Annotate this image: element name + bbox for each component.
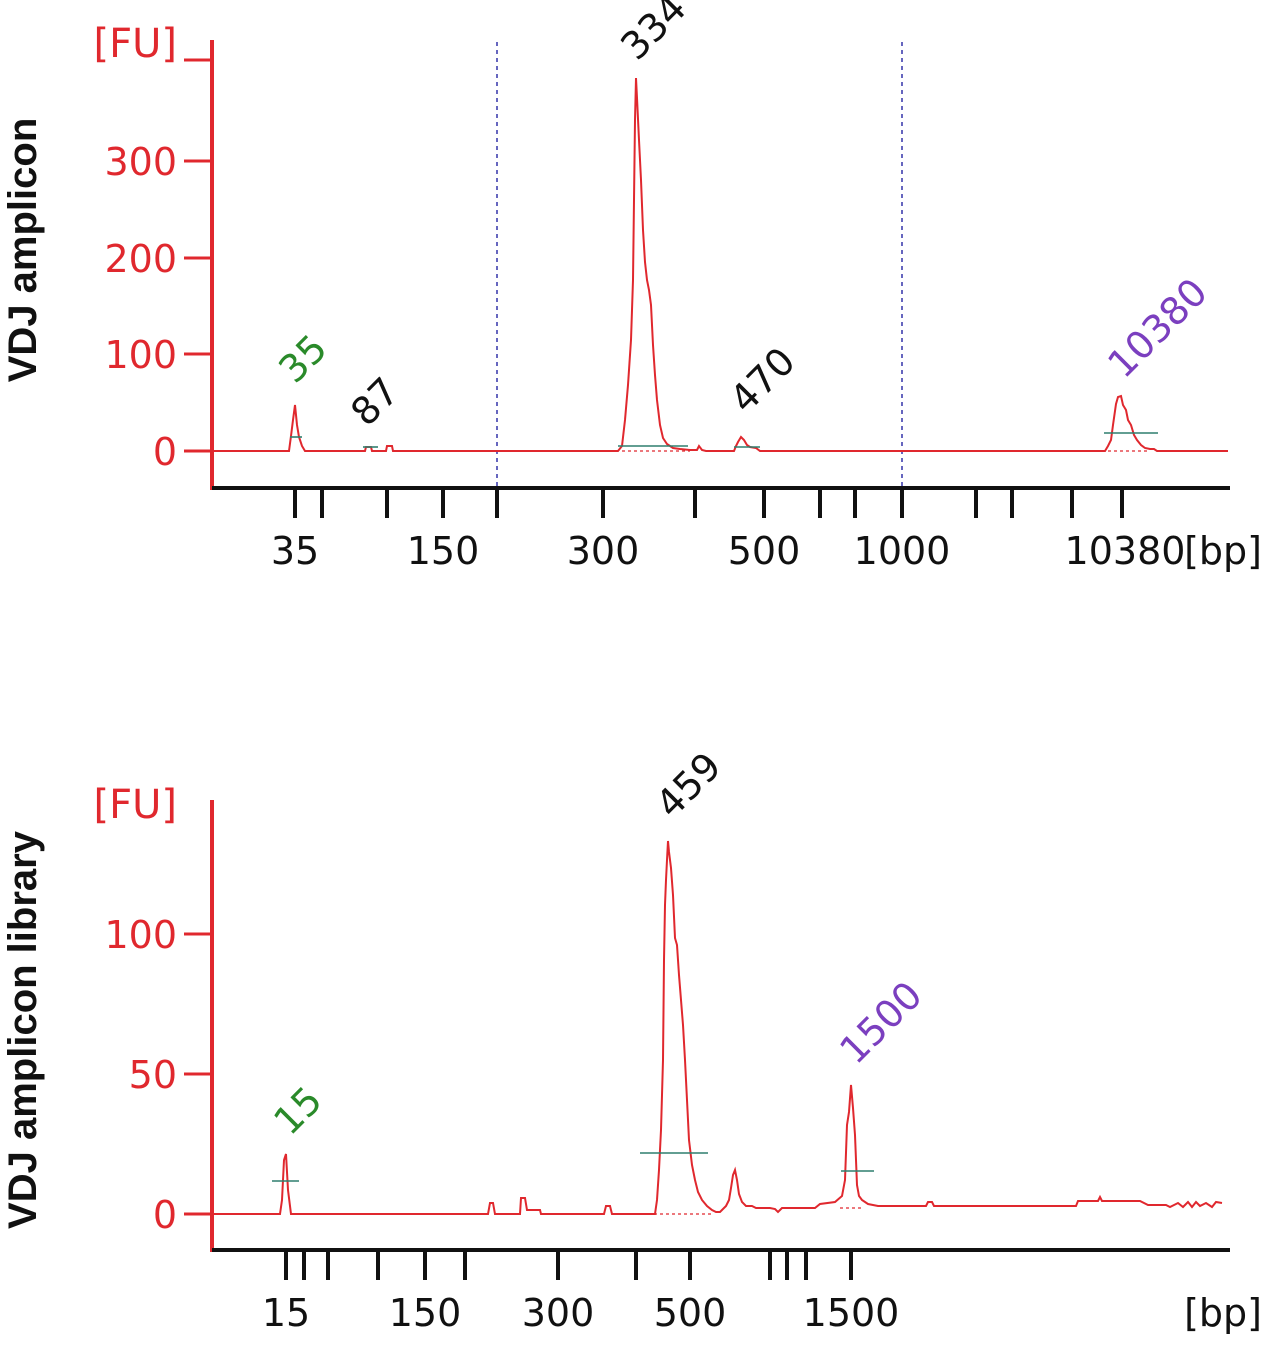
electropherogram-trace [212,77,1228,452]
x-ticks [284,1250,853,1280]
x-tick-label: 1500 [803,1291,900,1335]
panel-vdj-amplicon: VDJ amplicon [FU] 300 200 100 0 [1,0,1262,573]
panel-vdj-amplicon-library: VDJ amplicon library [FU] 100 50 0 [1,744,1262,1335]
y-tick-label: 50 [129,1053,177,1097]
x-tick-label: 35 [271,529,319,573]
peak-label-35: 35 [270,326,335,391]
x-tick-label: 300 [522,1291,595,1335]
panel-side-label: VDJ amplicon [1,118,45,383]
y-tick-200: 200 [104,237,212,281]
y-tick-label: 300 [104,140,177,184]
y-tick-300: 300 [104,140,212,184]
x-tick-label: 300 [567,529,640,573]
x-tick-label: 10380 [1065,529,1186,573]
y-tick-label: 200 [104,237,177,281]
peak-label-15: 15 [265,1078,330,1143]
peak-label-87: 87 [342,369,407,434]
peak-label-334: 334 [612,0,694,68]
x-axis-unit: [bp] [1184,1291,1262,1335]
y-tick-50: 50 [129,1053,212,1097]
y-axis-unit: [FU] [94,782,178,828]
y-tick-100: 100 [104,333,212,377]
electropherogram-trace [212,840,1223,1215]
x-tick-label: 500 [728,529,801,573]
y-tick-100: 100 [104,913,212,957]
peak-label-459: 459 [647,744,729,826]
y-tick-0: 0 [153,1193,212,1237]
peak-label-10380: 10380 [1099,270,1216,387]
x-tick-label: 15 [262,1291,310,1335]
y-tick-label: 0 [153,1193,177,1237]
x-tick-label: 500 [654,1291,727,1335]
peak-label-470: 470 [721,339,803,421]
y-tick-0: 0 [153,430,212,474]
panel-side-label: VDJ amplicon library [1,830,45,1229]
peak-markers [290,432,1158,448]
y-axis-unit: [FU] [94,21,178,67]
y-tick-label: 100 [104,333,177,377]
x-tick-label: 150 [389,1291,462,1335]
x-tick-label: 1000 [854,529,951,573]
y-tick-label: 100 [104,913,177,957]
peak-markers [272,1152,874,1182]
x-tick-label: 150 [407,529,480,573]
y-tick-label: 0 [153,430,177,474]
peak-label-1500: 1500 [831,973,931,1073]
x-axis-unit: [bp] [1184,529,1262,573]
x-ticks [293,488,1124,518]
